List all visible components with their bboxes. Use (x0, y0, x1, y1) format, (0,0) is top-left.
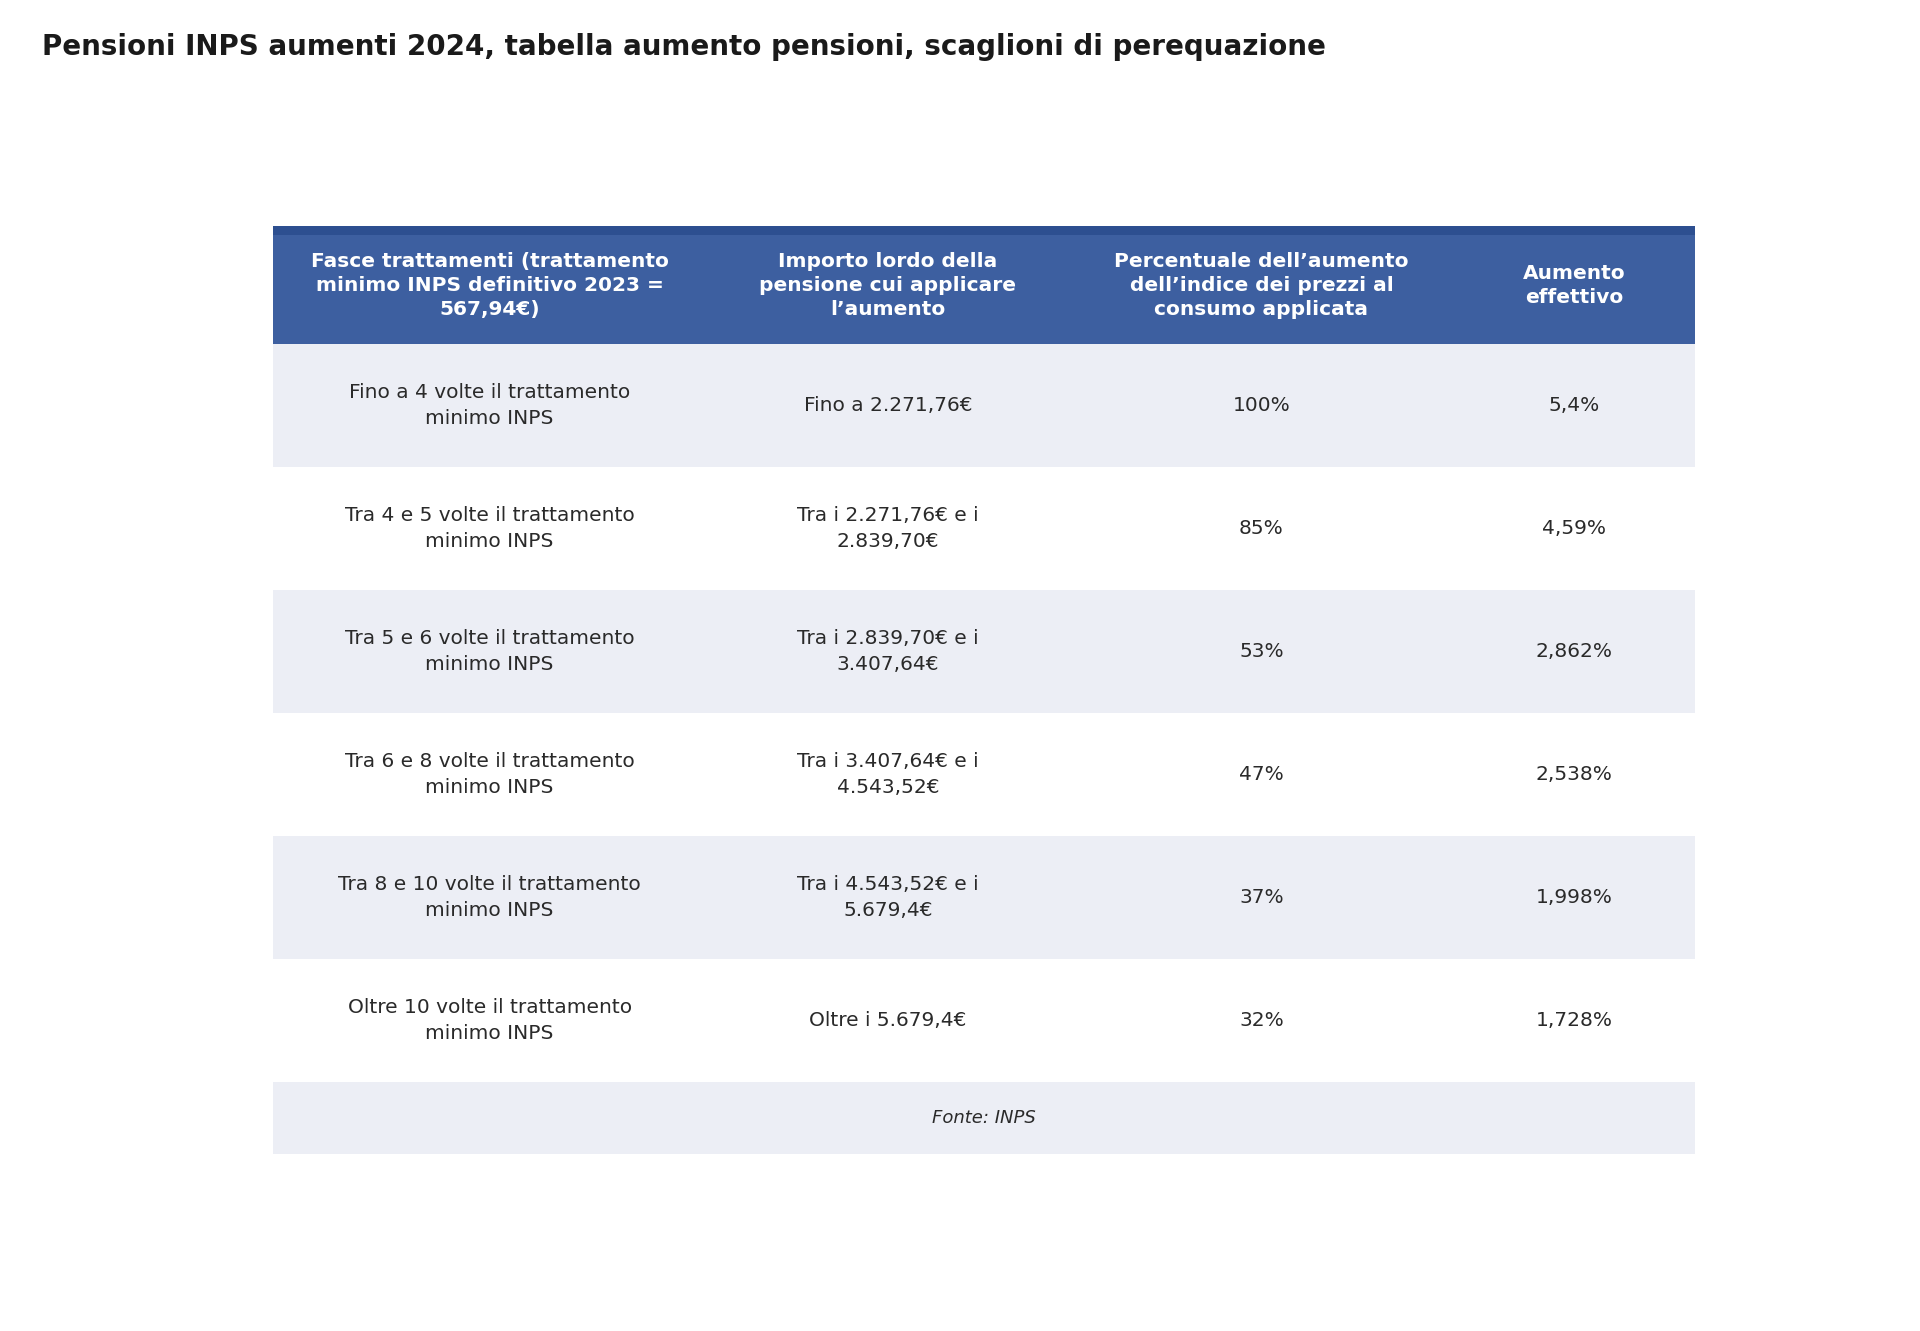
Bar (273, 713, 1695, 836)
Text: 2,862%: 2,862% (1536, 642, 1613, 662)
Text: 2,538%: 2,538% (1536, 765, 1613, 784)
Text: Tra 5 e 6 volte il trattamento
minimo INPS: Tra 5 e 6 volte il trattamento minimo IN… (346, 630, 634, 675)
Text: Oltre 10 volte il trattamento
minimo INPS: Oltre 10 volte il trattamento minimo INP… (348, 998, 632, 1044)
Text: 53%: 53% (1238, 642, 1284, 662)
Text: Tra i 2.271,76€ e i
2.839,70€: Tra i 2.271,76€ e i 2.839,70€ (797, 506, 979, 551)
Text: Oltre i 5.679,4€: Oltre i 5.679,4€ (810, 1012, 966, 1030)
Text: 1,728%: 1,728% (1536, 1012, 1613, 1030)
Bar (273, 960, 1695, 1082)
Text: Fonte: INPS: Fonte: INPS (931, 1109, 1037, 1127)
Bar (273, 226, 1695, 345)
Text: 100%: 100% (1233, 397, 1290, 415)
Bar (273, 1082, 1695, 1154)
Text: Percentuale dell’aumento
dell’indice dei prezzi al
consumo applicata: Percentuale dell’aumento dell’indice dei… (1114, 252, 1409, 319)
Text: Tra 6 e 8 volte il trattamento
minimo INPS: Tra 6 e 8 volte il trattamento minimo IN… (346, 752, 634, 797)
Text: Pensioni INPS aumenti 2024, tabella aumento pensioni, scaglioni di perequazione: Pensioni INPS aumenti 2024, tabella aume… (42, 33, 1327, 61)
Text: 4,59%: 4,59% (1542, 519, 1607, 538)
Text: Importo lordo della
pensione cui applicare
l’aumento: Importo lordo della pensione cui applica… (760, 252, 1016, 319)
Text: Tra 8 e 10 volte il trattamento
minimo INPS: Tra 8 e 10 volte il trattamento minimo I… (338, 874, 641, 920)
Text: 47%: 47% (1238, 765, 1284, 784)
Text: Aumento
effettivo: Aumento effettivo (1523, 264, 1626, 307)
Text: Tra i 2.839,70€ e i
3.407,64€: Tra i 2.839,70€ e i 3.407,64€ (797, 630, 979, 675)
Bar (273, 590, 1695, 713)
Text: 32%: 32% (1238, 1012, 1284, 1030)
Text: Tra i 3.407,64€ e i
4.543,52€: Tra i 3.407,64€ e i 4.543,52€ (797, 752, 979, 797)
Text: 1,998%: 1,998% (1536, 888, 1613, 908)
Text: Tra 4 e 5 volte il trattamento
minimo INPS: Tra 4 e 5 volte il trattamento minimo IN… (346, 506, 634, 551)
Bar (273, 345, 1695, 467)
Bar (273, 836, 1695, 960)
Text: Fasce trattamenti (trattamento
minimo INPS definitivo 2023 =
567,94€): Fasce trattamenti (trattamento minimo IN… (311, 252, 668, 319)
Text: 85%: 85% (1238, 519, 1284, 538)
Bar (273, 226, 1695, 234)
Text: 37%: 37% (1238, 888, 1284, 908)
Text: Fino a 4 volte il trattamento
minimo INPS: Fino a 4 volte il trattamento minimo INP… (349, 383, 630, 429)
Text: Fino a 2.271,76€: Fino a 2.271,76€ (804, 397, 972, 415)
Text: 5,4%: 5,4% (1549, 397, 1599, 415)
Bar (273, 467, 1695, 590)
Text: Tra i 4.543,52€ e i
5.679,4€: Tra i 4.543,52€ e i 5.679,4€ (797, 874, 979, 920)
